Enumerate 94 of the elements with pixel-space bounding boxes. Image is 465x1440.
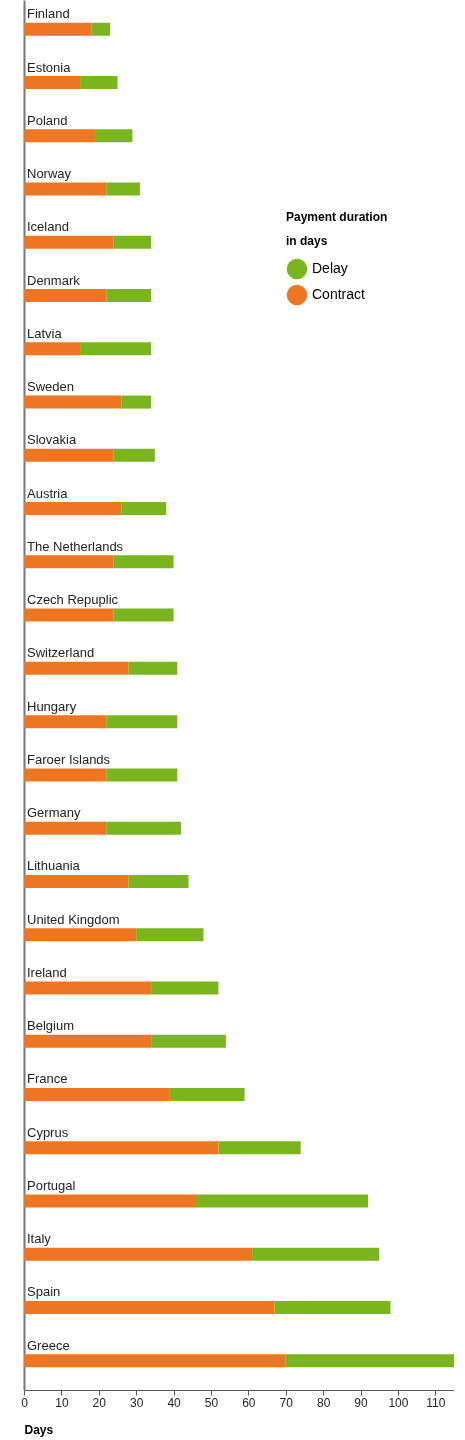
bar	[24, 821, 107, 835]
bar	[80, 342, 152, 356]
bar	[24, 22, 92, 36]
x-tick-label: 50	[204, 1395, 219, 1410]
y-tick-label: The Netherlands	[27, 538, 124, 554]
x-tick-label: 110	[426, 1395, 446, 1410]
legend-label: Delay	[312, 260, 348, 276]
bar	[24, 1141, 219, 1155]
bar	[121, 502, 167, 516]
x-tick-label: 10	[55, 1395, 69, 1410]
bar	[24, 448, 114, 462]
bar	[24, 1034, 152, 1048]
y-tick-label: Italy	[27, 1231, 52, 1247]
bar	[113, 448, 155, 462]
bar	[128, 661, 178, 675]
bar	[121, 395, 152, 409]
y-tick-label: Iceland	[27, 219, 69, 235]
y-tick-label: Greece	[27, 1337, 70, 1353]
x-tick-label: 70	[279, 1395, 294, 1410]
y-tick-label: Slovakia	[27, 432, 77, 448]
bar	[24, 874, 129, 888]
bar	[274, 1300, 391, 1314]
bar	[113, 608, 174, 622]
x-tick-label: 60	[242, 1395, 256, 1410]
bar	[151, 1034, 226, 1048]
x-axis-title: Days	[24, 1422, 54, 1437]
bar	[24, 928, 137, 942]
bar	[169, 1087, 245, 1101]
bar	[106, 182, 140, 196]
y-tick-label: Norway	[27, 166, 72, 182]
bar	[24, 1247, 253, 1261]
y-tick-label: Switzerland	[27, 645, 95, 661]
bar	[24, 235, 114, 249]
bar	[24, 76, 81, 90]
bar	[218, 1141, 301, 1155]
y-tick-label: United Kingdom	[27, 911, 120, 927]
bar	[24, 608, 114, 622]
bar	[91, 22, 110, 36]
y-tick-label: Belgium	[27, 1018, 74, 1034]
y-tick-label: Portugal	[27, 1177, 76, 1193]
bar	[252, 1247, 380, 1261]
bar	[24, 661, 129, 675]
bar	[151, 981, 219, 995]
x-tick-label: 100	[388, 1395, 409, 1410]
bar	[113, 235, 152, 249]
legend-title: Payment duration in days	[286, 210, 388, 248]
y-tick-label: Latvia	[27, 325, 63, 341]
y-tick-label: Germany	[27, 805, 81, 821]
x-tick-label: 30	[129, 1395, 144, 1410]
y-tick-label: Faroer Islands	[27, 751, 111, 767]
y-tick-label: Lithuania	[27, 858, 81, 874]
y-tick-label: Spain	[27, 1284, 61, 1300]
legend-label: Contract	[312, 286, 366, 302]
y-tick-label: Hungary	[27, 698, 77, 714]
bar	[24, 289, 107, 303]
bar	[24, 182, 107, 196]
bar	[106, 821, 182, 835]
bar	[24, 342, 81, 356]
bar	[196, 1194, 368, 1208]
y-tick-label: Austria	[27, 485, 69, 501]
bar	[24, 395, 122, 409]
y-tick-label: France	[27, 1071, 68, 1087]
bar	[106, 289, 152, 303]
bar	[24, 1087, 170, 1101]
bar	[24, 129, 96, 143]
bar	[128, 874, 189, 888]
bar	[24, 1354, 286, 1368]
y-tick-label: Estonia	[27, 59, 72, 75]
y-tick-label: Denmark	[27, 272, 81, 288]
bar	[113, 555, 174, 569]
x-tick-label: 0	[21, 1395, 29, 1410]
x-tick-label: 80	[316, 1395, 331, 1410]
bar	[24, 1300, 275, 1314]
bar	[285, 1354, 454, 1368]
x-tick-label: 40	[167, 1395, 182, 1410]
bar	[95, 129, 133, 143]
y-tick-label: Czech Repuplic	[27, 592, 119, 608]
bar	[106, 768, 178, 782]
bar	[24, 715, 107, 729]
y-tick-label: Finland	[27, 6, 70, 22]
x-tick-label: 90	[354, 1395, 369, 1410]
bar	[24, 768, 107, 782]
y-tick-label: Cyprus	[27, 1124, 69, 1140]
y-tick-label: Ireland	[27, 964, 67, 980]
bar	[24, 555, 114, 569]
y-tick-label: Sweden	[27, 379, 74, 395]
bar	[24, 981, 152, 995]
x-tick-label: 20	[92, 1395, 107, 1410]
bar	[24, 1194, 196, 1208]
bar	[136, 928, 204, 942]
y-tick-label: Poland	[27, 112, 68, 128]
bar	[80, 76, 118, 90]
bar	[106, 715, 178, 729]
bar	[24, 502, 122, 516]
